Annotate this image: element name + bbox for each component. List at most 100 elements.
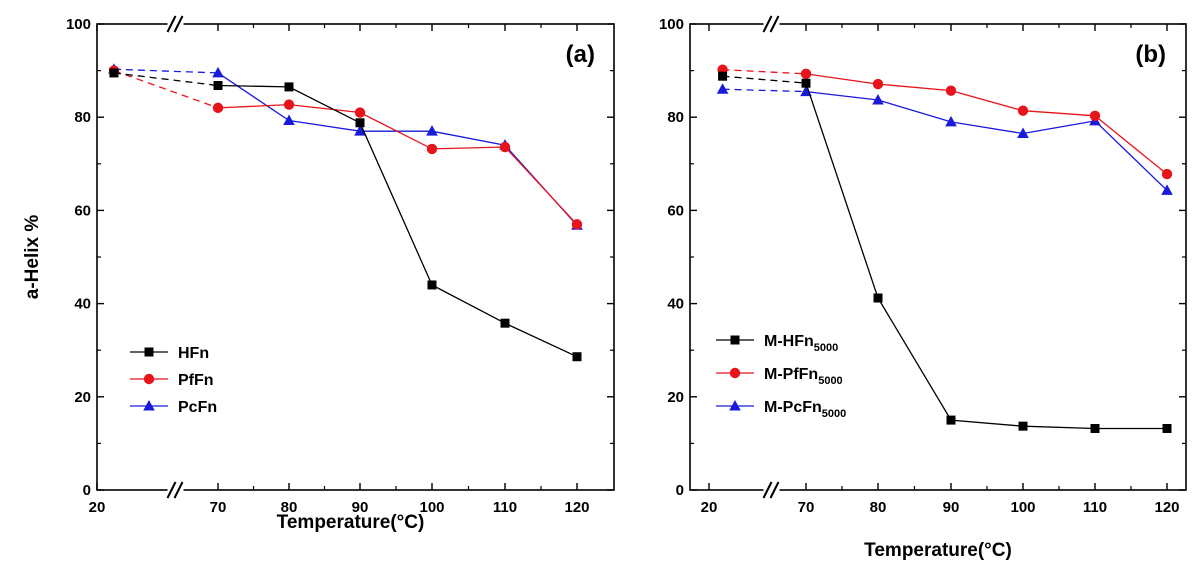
series-line-break — [113, 69, 219, 109]
y-tick-label: 20 — [74, 389, 91, 406]
data-point — [213, 81, 223, 91]
series-m-hfn — [718, 71, 1172, 433]
legend-label: HFn — [178, 345, 209, 362]
y-tick-label: 60 — [667, 202, 684, 219]
legend-marker — [729, 400, 741, 411]
series-layer — [108, 63, 583, 362]
series-hfn — [109, 68, 582, 362]
x-axis-title: Temperature(°C) — [277, 512, 425, 533]
series-line — [805, 90, 1168, 191]
x-tick-label: 20 — [701, 499, 718, 516]
data-point — [1090, 423, 1100, 433]
plot-border — [96, 23, 615, 491]
x-tick-label: 90 — [943, 499, 960, 516]
data-point — [718, 71, 728, 81]
y-tick-label: 40 — [667, 296, 684, 313]
series-line-break — [113, 72, 219, 87]
y-tick-label: 80 — [667, 109, 684, 126]
y-tick-label: 0 — [83, 482, 91, 499]
data-point — [500, 318, 510, 328]
x-tick-label: 80 — [870, 499, 887, 516]
plot-frame — [96, 15, 615, 499]
axis-break-gap — [167, 21, 184, 27]
data-point — [945, 85, 957, 96]
data-point — [801, 78, 811, 88]
axis-break-mark — [769, 481, 780, 499]
y-tick-label: 100 — [659, 16, 684, 33]
series-line — [805, 73, 1168, 175]
data-point — [571, 219, 583, 230]
legend-label: M-PfFn5000 — [764, 366, 843, 387]
series-line — [217, 72, 578, 226]
data-point — [426, 125, 438, 136]
legend-marker — [729, 367, 741, 379]
axis-break-gap — [167, 487, 184, 493]
series-pffn — [108, 65, 583, 230]
axis-break-mark — [173, 15, 184, 33]
legend-marker — [730, 335, 740, 345]
axis-break-mark — [762, 15, 773, 33]
series-layer — [716, 64, 1173, 433]
legend-marker — [143, 400, 155, 411]
data-point — [945, 115, 957, 127]
x-tick-label: 70 — [210, 499, 227, 516]
data-point — [1089, 110, 1101, 122]
panel-b: 0 20 40 60 80 100 20 70 80 90 100 110 120 (b) Temper… — [659, 15, 1187, 561]
plot-frame — [689, 15, 1187, 499]
legend-label: PfFn — [178, 372, 214, 389]
legend-item: M-PcFn5000 — [716, 399, 846, 420]
legend-item: HFn — [130, 345, 209, 362]
x-tick-label: 100 — [1010, 499, 1035, 516]
series-line — [217, 103, 578, 225]
legend-item: M-PfFn5000 — [716, 366, 843, 387]
y-axis-title: a-Helix % — [22, 215, 43, 300]
axis-break-mark — [769, 15, 780, 33]
legend: M-HFn5000 M-PfFn5000 M-PcFn5000 — [716, 333, 846, 420]
x-tick-label: 110 — [1083, 499, 1107, 516]
data-point — [426, 143, 438, 155]
y-tick-label: 40 — [74, 296, 91, 313]
x-tick-label: 80 — [281, 499, 298, 516]
data-point — [872, 93, 884, 105]
data-point — [354, 107, 366, 118]
legend-label: M-HFn5000 — [764, 333, 838, 354]
data-point — [572, 352, 582, 362]
legend-marker — [143, 373, 155, 385]
data-point — [1017, 127, 1029, 139]
plot-border — [689, 23, 1187, 491]
data-point — [1161, 168, 1173, 180]
series-line-break — [722, 69, 807, 75]
y-tick-label: 20 — [667, 389, 684, 406]
data-point — [427, 280, 437, 290]
panel-label: (a) — [566, 41, 595, 68]
data-point — [355, 118, 365, 128]
series-line — [217, 84, 578, 358]
data-point — [212, 66, 224, 78]
panel-label: (b) — [1135, 41, 1166, 68]
axis-break-mark — [166, 481, 177, 499]
axis-break-mark — [166, 15, 177, 33]
data-point — [354, 125, 366, 136]
data-point — [1017, 105, 1029, 116]
x-tick-label: 20 — [89, 499, 106, 516]
x-tick-label: 90 — [352, 499, 369, 516]
data-point — [284, 82, 294, 92]
series-line-break — [113, 68, 219, 74]
data-point — [1018, 421, 1028, 431]
series-m-pcfn — [716, 83, 1173, 195]
axis-ticks: 0 20 40 60 80 100 20 70 80 90 100 110 120 — [659, 16, 1186, 516]
data-point — [800, 68, 812, 80]
data-point — [1161, 184, 1173, 195]
series-pcfn — [108, 63, 583, 230]
y-tick-label: 60 — [74, 202, 91, 219]
legend-label: M-PcFn5000 — [764, 399, 846, 420]
y-tick-label: 0 — [676, 482, 684, 499]
data-point — [1162, 423, 1172, 433]
x-tick-label: 120 — [1154, 499, 1179, 516]
data-point — [499, 141, 511, 153]
axis-break-gap — [763, 21, 780, 27]
data-point — [716, 83, 729, 94]
axis-break-gap — [763, 487, 780, 493]
